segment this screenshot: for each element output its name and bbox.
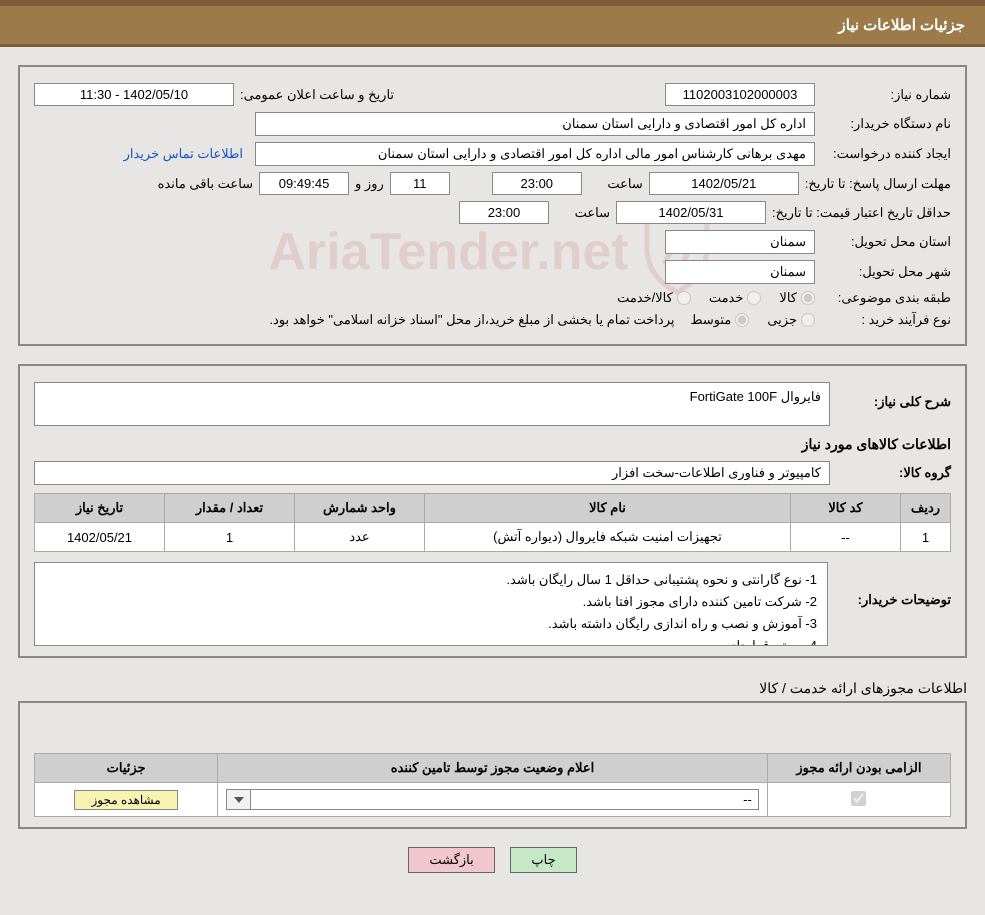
goods-table: ردیف کد کالا نام کالا واحد شمارش تعداد /… bbox=[34, 493, 951, 552]
need-summary-label: شرح کلی نیاز: bbox=[836, 382, 951, 410]
license-info-heading: اطلاعات مجوزهای ارائه خدمت / کالا bbox=[18, 676, 967, 697]
page-title: جزئیات اطلاعات نیاز bbox=[0, 0, 985, 47]
price-validity-date: 1402/05/31 bbox=[616, 201, 766, 224]
need-number-value: 1102003102000003 bbox=[665, 83, 815, 106]
delivery-province-label: استان محل تحویل: bbox=[821, 234, 951, 250]
th-mandatory: الزامی بودن ارائه مجوز bbox=[767, 754, 950, 783]
goods-group-label: گروه کالا: bbox=[836, 465, 951, 481]
classification-radios: کالا خدمت کالا/خدمت bbox=[617, 290, 815, 306]
hours-remaining-label: ساعت باقی مانده bbox=[158, 176, 253, 192]
th-status: اعلام وضعیت مجوز توسط تامین کننده bbox=[218, 754, 768, 783]
action-buttons: چاپ بازگشت bbox=[0, 847, 985, 873]
status-split: -- bbox=[226, 789, 759, 810]
goods-group-value: کامپیوتر و فناوری اطلاعات-سخت افزار bbox=[34, 461, 830, 485]
main-info-panel: AriaTender.net شماره نیاز: 1102003102000… bbox=[18, 65, 967, 346]
delivery-city-label: شهر محل تحویل: bbox=[821, 264, 951, 280]
license-row: -- مشاهده مجوز bbox=[35, 783, 951, 817]
radio-goods-service[interactable]: کالا/خدمت bbox=[617, 290, 691, 306]
hour-label-1: ساعت bbox=[588, 176, 643, 192]
chevron-down-icon bbox=[234, 797, 244, 803]
table-row: 1 -- تجهیزات امنیت شبکه فایروال (دیواره … bbox=[35, 523, 951, 552]
buyer-org-label: نام دستگاه خریدار: bbox=[821, 116, 951, 132]
td-code: -- bbox=[791, 523, 901, 552]
need-summary-value[interactable] bbox=[34, 382, 830, 426]
need-number-label: شماره نیاز: bbox=[821, 87, 951, 103]
announce-datetime-label: تاریخ و ساعت اعلان عمومی: bbox=[240, 87, 394, 103]
status-text: -- bbox=[251, 790, 758, 809]
radio-service[interactable]: خدمت bbox=[709, 290, 762, 306]
td-qty: 1 bbox=[165, 523, 295, 552]
purchase-type-radios: جزیی متوسط bbox=[690, 312, 815, 328]
view-license-button[interactable]: مشاهده مجوز bbox=[74, 790, 177, 810]
buyer-org-value: اداره کل امور اقتصادی و دارایی استان سمن… bbox=[255, 112, 815, 136]
price-validity-hour: 23:00 bbox=[459, 201, 549, 224]
buyer-desc-value[interactable] bbox=[34, 562, 828, 646]
status-dropdown[interactable] bbox=[227, 790, 251, 809]
th-row: ردیف bbox=[901, 494, 951, 523]
th-date: تاریخ نیاز bbox=[35, 494, 165, 523]
requester-label: ایجاد کننده درخواست: bbox=[821, 146, 951, 162]
th-name: نام کالا bbox=[425, 494, 791, 523]
requester-value: مهدی برهانی کارشناس امور مالی اداره کل ا… bbox=[255, 142, 815, 166]
back-button[interactable]: بازگشت bbox=[408, 847, 494, 873]
response-date-value: 1402/05/21 bbox=[649, 172, 799, 195]
need-detail-panel: شرح کلی نیاز: اطلاعات کالاهای مورد نیاز … bbox=[18, 364, 967, 658]
days-left-value: 11 bbox=[390, 172, 450, 195]
radio-partial[interactable]: جزیی bbox=[767, 312, 815, 328]
td-unit: عدد bbox=[295, 523, 425, 552]
radio-medium[interactable]: متوسط bbox=[690, 312, 749, 328]
license-panel: الزامی بودن ارائه مجوز اعلام وضعیت مجوز … bbox=[18, 701, 967, 829]
time-left-value: 09:49:45 bbox=[259, 172, 349, 195]
td-status: -- bbox=[218, 783, 768, 817]
th-code: کد کالا bbox=[791, 494, 901, 523]
mandatory-checkbox[interactable] bbox=[851, 791, 866, 806]
td-mandatory bbox=[767, 783, 950, 817]
announce-datetime-value: 1402/05/10 - 11:30 bbox=[34, 83, 234, 106]
license-table: الزامی بودن ارائه مجوز اعلام وضعیت مجوز … bbox=[34, 753, 951, 817]
price-validity-label: حداقل تاریخ اعتبار قیمت: تا تاریخ: bbox=[772, 205, 951, 221]
buyer-desc-label: توضیحات خریدار: bbox=[836, 562, 951, 608]
delivery-city-value: سمنان bbox=[665, 260, 815, 284]
td-date: 1402/05/21 bbox=[35, 523, 165, 552]
payment-note: پرداخت تمام یا بخشی از مبلغ خرید،از محل … bbox=[269, 312, 674, 328]
th-qty: تعداد / مقدار bbox=[165, 494, 295, 523]
th-unit: واحد شمارش bbox=[295, 494, 425, 523]
radio-goods[interactable]: کالا bbox=[779, 290, 815, 306]
th-details: جزئیات bbox=[35, 754, 218, 783]
response-deadline-label: مهلت ارسال پاسخ: تا تاریخ: bbox=[805, 176, 951, 192]
hour-label-2: ساعت bbox=[555, 205, 610, 221]
goods-info-heading: اطلاعات کالاهای مورد نیاز bbox=[34, 436, 951, 453]
td-name: تجهیزات امنیت شبکه فایروال (دیواره آتش) bbox=[425, 523, 791, 552]
td-row: 1 bbox=[901, 523, 951, 552]
delivery-province-value: سمنان bbox=[665, 230, 815, 254]
response-hour-value: 23:00 bbox=[492, 172, 582, 195]
buyer-contact-link[interactable]: اطلاعات تماس خریدار bbox=[124, 146, 243, 162]
classification-label: طبقه بندی موضوعی: bbox=[821, 290, 951, 306]
td-details: مشاهده مجوز bbox=[35, 783, 218, 817]
purchase-type-label: نوع فرآیند خرید : bbox=[821, 312, 951, 328]
days-label: روز و bbox=[355, 176, 384, 192]
print-button[interactable]: چاپ bbox=[510, 847, 576, 873]
